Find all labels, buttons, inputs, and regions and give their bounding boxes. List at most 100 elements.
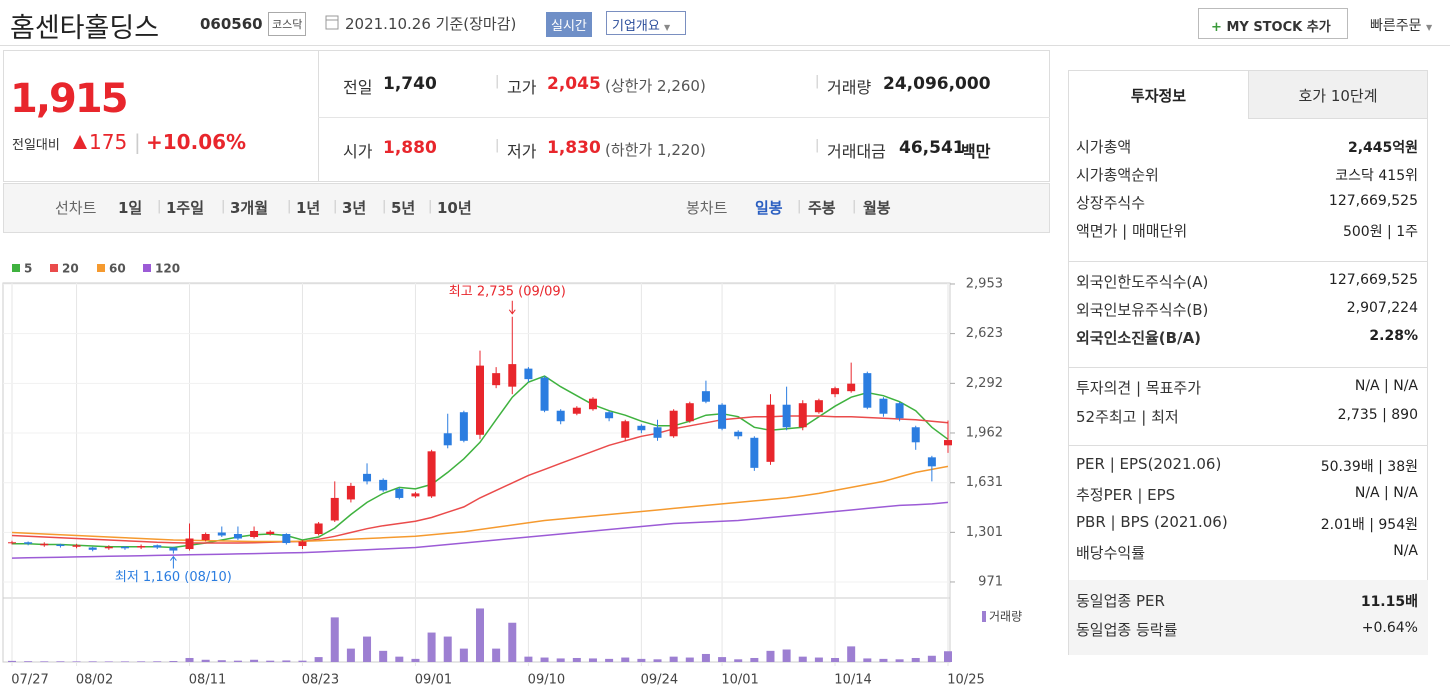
candle-body — [831, 388, 840, 395]
candle-body — [185, 538, 194, 550]
candle-body — [411, 493, 420, 497]
info-value: N/A — [1393, 543, 1418, 559]
quote-label: 거래량 — [827, 78, 872, 97]
candle-body — [911, 427, 920, 443]
volume-legend-swatch — [982, 611, 986, 622]
volume-bar — [120, 661, 129, 662]
volume-bar — [685, 657, 694, 662]
min-annotation: 최저 1,160 (08/10) — [115, 570, 232, 585]
tab-separator: | — [797, 199, 802, 214]
max-annotation: 최고 2,735 (09/09) — [449, 284, 566, 299]
candle-body — [8, 542, 16, 544]
info-label: 추정PER | EPS — [1076, 486, 1176, 504]
x-tick-label: 07/27 — [11, 673, 48, 688]
candle-body — [508, 364, 517, 387]
legend-label: 20 — [62, 262, 79, 276]
stock-name: 홈센타홀딩스 — [10, 13, 160, 44]
moving-average-line — [11, 465, 949, 543]
my-stock-label: MY STOCK 추가 — [1226, 20, 1331, 35]
period-tab[interactable]: 5년 — [391, 199, 416, 217]
volume-bar — [669, 656, 678, 662]
candle-body — [330, 497, 339, 521]
x-tick-label: 09/01 — [415, 673, 452, 688]
legend-label: 120 — [155, 262, 180, 276]
quick-order[interactable]: 빠른주문 ▼ — [1370, 15, 1432, 35]
legend-label: 60 — [109, 262, 126, 276]
current-price: 1,915 — [10, 76, 129, 122]
volume-bar — [718, 657, 727, 662]
candle-body — [282, 534, 291, 544]
period-tab[interactable]: 10년 — [437, 199, 472, 217]
quote-label: 전일 — [343, 78, 373, 97]
candle-body — [685, 403, 694, 422]
volume-bar — [895, 659, 904, 662]
info-value: 2,907,224 — [1346, 300, 1418, 316]
candle-body — [40, 543, 49, 546]
info-label: PER | EPS(2021.06) — [1076, 455, 1222, 473]
tab-separator: | — [287, 199, 292, 214]
period-tab[interactable]: 1일 — [118, 199, 143, 217]
volume-bar — [314, 657, 323, 662]
info-value: 2.28% — [1369, 328, 1418, 344]
plot-frame — [2, 282, 951, 663]
candle-body — [734, 431, 743, 437]
volume-bar — [72, 661, 81, 662]
candle-body — [540, 377, 549, 411]
candle-body — [718, 404, 727, 429]
info-tab[interactable]: 호가 10단계 — [1248, 71, 1427, 119]
quote-separator: | — [495, 138, 500, 153]
candle-body — [24, 542, 33, 544]
y-tick-label: 2,623 — [966, 326, 1003, 341]
market-badge: 코스닥 — [268, 12, 307, 36]
volume-bar — [621, 657, 630, 662]
x-tick-label: 09/10 — [528, 673, 565, 688]
candle-body — [137, 546, 146, 548]
candle-tab[interactable]: 월봉 — [863, 199, 891, 217]
my-stock-button[interactable]: + MY STOCK 추가 — [1198, 8, 1348, 39]
candle-body — [605, 412, 614, 419]
candle-tab[interactable]: 주봉 — [808, 199, 836, 217]
realtime-button[interactable]: 실시간 — [546, 12, 592, 37]
volume-bar — [185, 657, 194, 662]
period-tab[interactable]: 1년 — [296, 199, 321, 217]
volume-bar — [524, 656, 533, 662]
change-separator: | — [134, 130, 141, 154]
volume-bar — [427, 632, 436, 662]
quote-value: 24,096,000 — [883, 74, 991, 94]
company-info-label: 기업개요 — [612, 19, 660, 34]
tab-separator: | — [852, 199, 857, 214]
candle-body — [653, 427, 662, 438]
quote-row-divider — [318, 117, 1050, 118]
candle-body — [120, 546, 129, 549]
quote-unit: 백만 — [961, 142, 991, 161]
volume-bar — [266, 660, 275, 662]
info-label: 투자의견 | 목표주가 — [1076, 379, 1201, 397]
y-tick-label: 2,292 — [966, 376, 1003, 391]
period-tab[interactable]: 1주일 — [166, 199, 205, 217]
volume-bar — [250, 659, 259, 662]
volume-bar — [233, 660, 242, 662]
volume-bar — [508, 622, 517, 662]
period-tab[interactable]: 3년 — [342, 199, 367, 217]
company-info-dropdown[interactable]: 기업개요 ▼ — [606, 11, 686, 35]
volume-bar — [605, 658, 614, 662]
volume-bar — [379, 650, 388, 662]
volume-bar — [637, 658, 646, 662]
x-tick-label: 08/02 — [76, 673, 113, 688]
candle-tab[interactable]: 일봉 — [755, 199, 783, 217]
volume-bar — [653, 659, 662, 662]
change-label: 전일대비 — [12, 138, 60, 153]
info-value: 2,735 | 890 — [1337, 407, 1418, 423]
section-divider — [1069, 367, 1428, 368]
candle-body — [621, 421, 630, 438]
candle-body — [298, 541, 307, 547]
period-tab[interactable]: 3개월 — [230, 199, 269, 217]
candle-body — [492, 373, 501, 386]
volume-bar — [137, 661, 146, 662]
info-tab-active[interactable]: 투자정보 — [1069, 71, 1248, 119]
volume-bar — [395, 656, 404, 662]
candle-body — [266, 531, 275, 535]
quick-order-label: 빠른주문 — [1370, 18, 1422, 34]
info-panel — [1068, 70, 1428, 655]
